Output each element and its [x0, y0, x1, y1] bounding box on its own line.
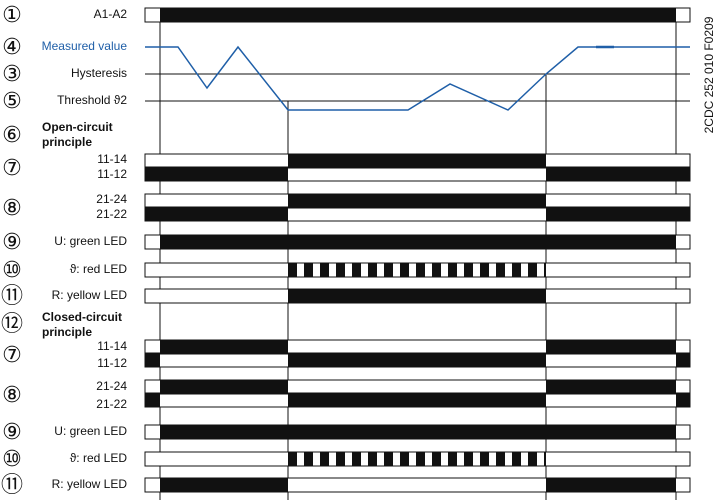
contact-bar-on: [288, 194, 546, 207]
led-bar-on: [288, 289, 546, 303]
led-blink-on: [528, 452, 537, 466]
led-blink-on: [512, 452, 521, 466]
step-number: ⑫: [1, 312, 23, 337]
step-number: ⑩: [2, 447, 22, 472]
row-label: R: yellow LED: [52, 288, 128, 302]
led-blink-on: [304, 263, 313, 277]
contact-bar-on: [288, 394, 546, 407]
led-bar-on: [160, 235, 676, 249]
step-number: ⑧: [2, 383, 22, 408]
row-label: 11-14: [97, 152, 127, 166]
contact-bar-on: [288, 154, 546, 167]
led-blink-on: [336, 452, 345, 466]
row-label: ϑ: red LED: [70, 451, 128, 465]
led-blink-on: [304, 452, 313, 466]
row-label: 21-24: [96, 192, 127, 206]
step-number: ⑪: [1, 473, 23, 498]
led-bar-on: [160, 425, 676, 439]
row-label: principle: [42, 135, 92, 149]
led-blink-on: [512, 263, 521, 277]
contact-bar-on: [546, 208, 690, 221]
led-blink-on: [464, 452, 473, 466]
led-bar-on: [546, 478, 676, 492]
document-code: 2CDC 252 010 F0209: [702, 16, 716, 133]
step-number: ⑨: [2, 420, 22, 445]
contact-bar-on: [546, 168, 690, 181]
led-blink-on: [528, 263, 537, 277]
contact-bar-on: [145, 354, 160, 367]
step-number: ⑪: [1, 284, 23, 309]
contact-bar-on: [160, 380, 288, 393]
led-blink-on: [416, 452, 425, 466]
led-blink-on: [464, 263, 473, 277]
step-number: ⑩: [2, 258, 22, 283]
contact-bar-on: [546, 380, 676, 393]
led-blink-on: [416, 263, 425, 277]
contact-bar-on: [145, 208, 288, 221]
contact-bar-on: [145, 394, 160, 407]
led-blink-on: [352, 452, 361, 466]
step-number: ⑨: [2, 230, 22, 255]
led-blink-on: [400, 452, 409, 466]
contact-bar-on: [145, 168, 288, 181]
contact-bar-on: [676, 394, 690, 407]
row-label: 21-22: [96, 397, 127, 411]
led-blink-on: [368, 263, 377, 277]
row-label: 21-24: [96, 379, 127, 393]
led-blink-on: [320, 263, 329, 277]
led-blink-on: [368, 452, 377, 466]
led-blink-on: [544, 263, 546, 277]
led-bar-on: [160, 478, 288, 492]
supply-bar-on: [160, 8, 676, 22]
led-blink-on: [320, 452, 329, 466]
row-label: 11-14: [97, 339, 127, 353]
led-blink-on: [544, 452, 546, 466]
led-blink-on: [432, 263, 441, 277]
contact-bar-on: [546, 340, 676, 353]
step-number: ⑦: [2, 343, 22, 368]
led-blink-on: [384, 452, 393, 466]
contact-bar-on: [676, 354, 690, 367]
led-blink-on: [496, 452, 505, 466]
step-number: ①: [2, 3, 22, 28]
led-blink-on: [336, 263, 345, 277]
row-label: U: green LED: [54, 424, 127, 438]
row-label: U: green LED: [54, 234, 127, 248]
led-blink-on: [384, 263, 393, 277]
row-label: Open-circuit: [42, 120, 113, 134]
led-blink-on: [288, 452, 297, 466]
led-blink-on: [352, 263, 361, 277]
row-label: 21-22: [96, 207, 127, 221]
led-blink-on: [448, 452, 457, 466]
diagram-layer: ① A1-A2 ④ Measured value ③ Hysteresis ⑤ Thresho…: [1, 3, 691, 500]
row-label: 11-12: [97, 356, 127, 370]
row-label: Hysteresis: [71, 66, 127, 80]
step-number: ③: [2, 62, 22, 87]
row-label: 11-12: [97, 167, 127, 181]
led-blink-on: [448, 263, 457, 277]
step-number: ⑥: [2, 123, 22, 148]
row-label: ϑ: red LED: [70, 262, 128, 276]
led-blink-on: [496, 263, 505, 277]
led-blink-on: [400, 263, 409, 277]
led-blink-on: [432, 452, 441, 466]
led-blink-on: [480, 263, 489, 277]
row-label: Closed-circuit: [42, 310, 122, 324]
row-label: principle: [42, 325, 92, 339]
row-label: Threshold ϑ2: [57, 93, 127, 107]
step-number: ⑦: [2, 156, 22, 181]
led-blink-on: [480, 452, 489, 466]
step-number: ⑤: [2, 89, 22, 114]
row-label: Measured value: [42, 39, 128, 53]
row-label: R: yellow LED: [52, 477, 128, 491]
step-number: ⑧: [2, 196, 22, 221]
measured-curve: [145, 45, 690, 111]
contact-bar-on: [288, 354, 546, 367]
step-number: ④: [2, 35, 22, 60]
led-blink-on: [288, 263, 297, 277]
contact-bar-on: [160, 340, 288, 353]
row-label: A1-A2: [94, 7, 128, 21]
